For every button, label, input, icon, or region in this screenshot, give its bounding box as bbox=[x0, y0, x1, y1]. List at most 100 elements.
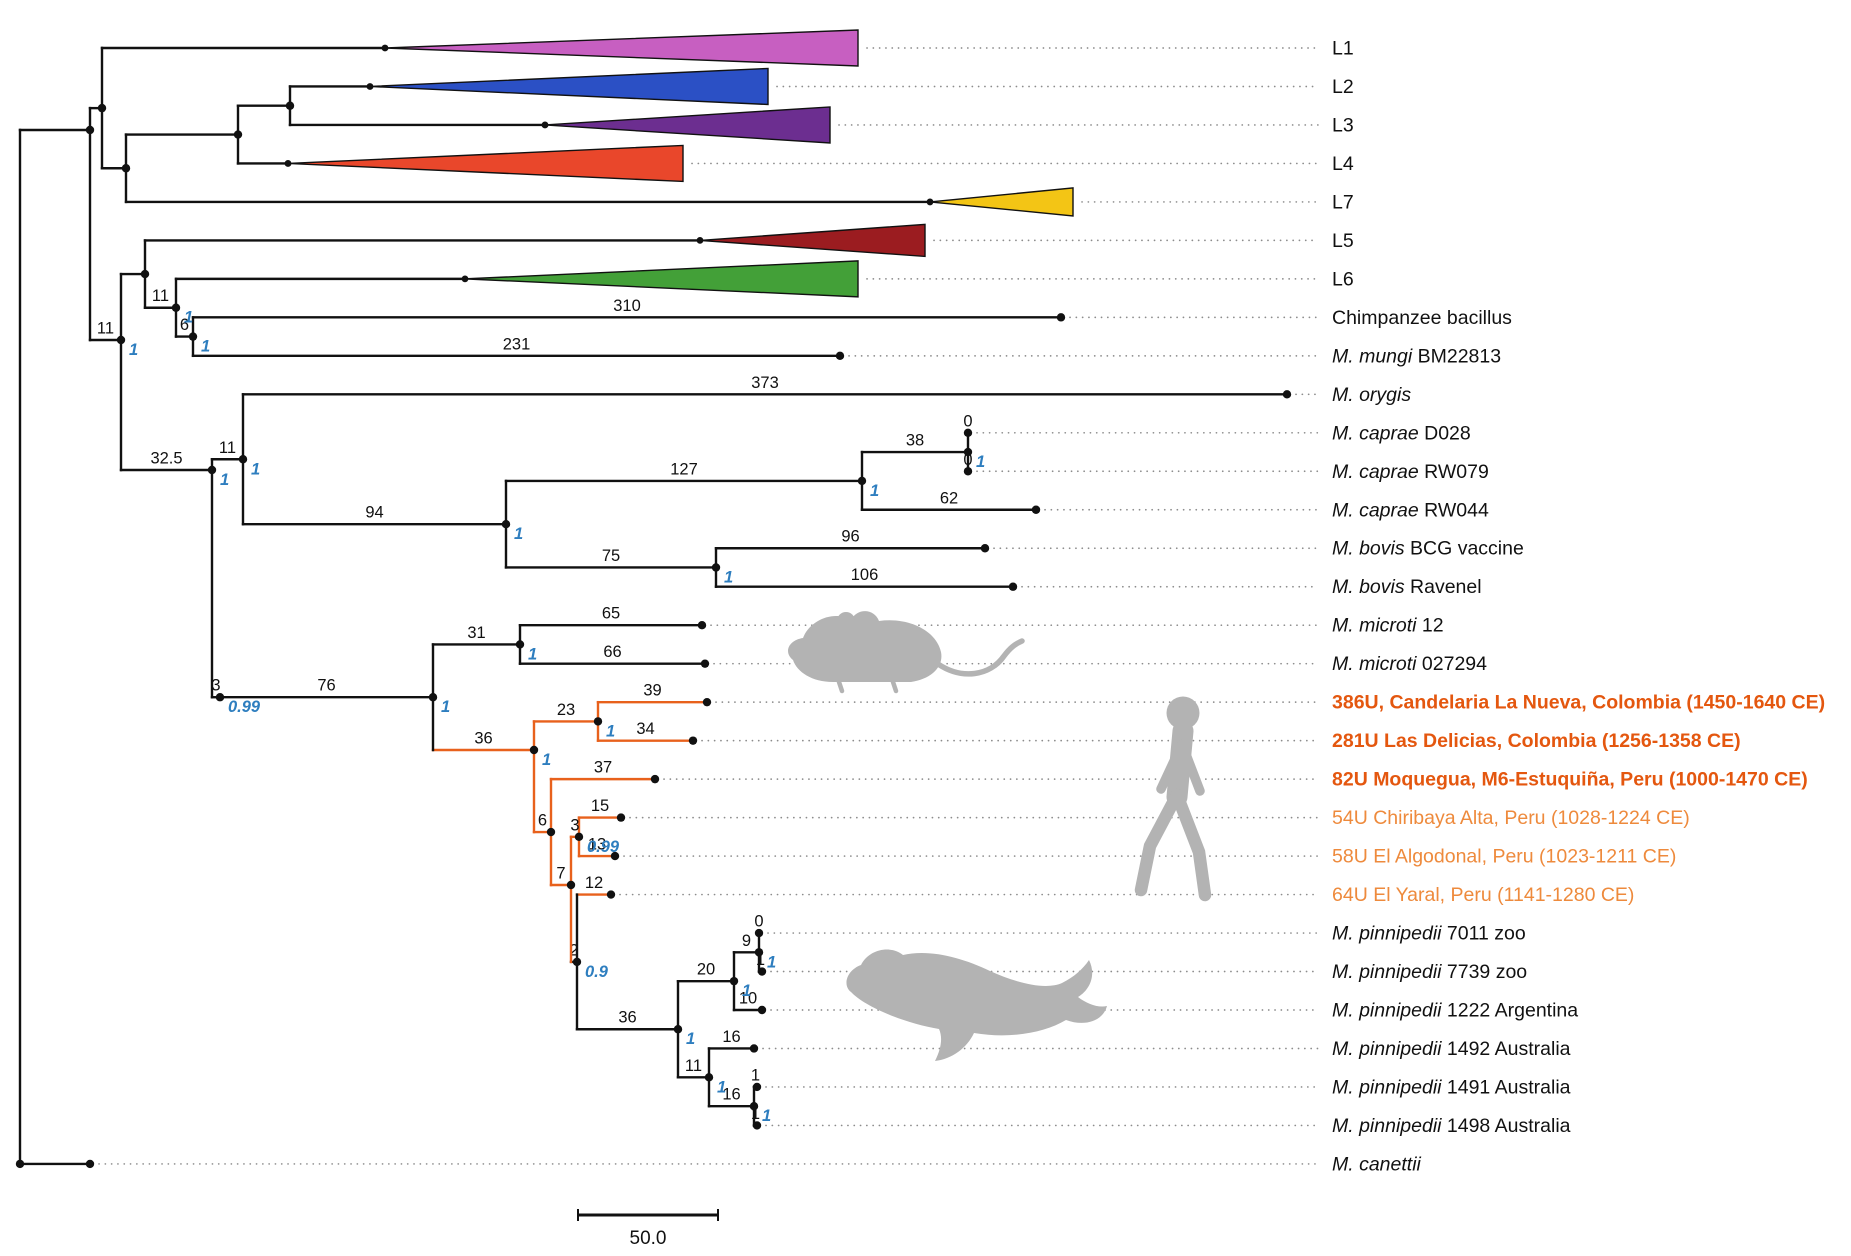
tip-dot bbox=[700, 659, 710, 668]
tip-dot bbox=[610, 851, 620, 861]
mouse-silhouette bbox=[788, 611, 1025, 694]
node-dot bbox=[461, 275, 469, 283]
node-dot bbox=[381, 44, 389, 52]
tip-label: M. pinnipedii 7739 zoo bbox=[1332, 961, 1527, 983]
node-dot bbox=[188, 332, 198, 341]
tip-label: M. caprae RW044 bbox=[1332, 499, 1489, 521]
node-dot bbox=[593, 717, 603, 726]
branch-length: 231 bbox=[503, 335, 531, 353]
tip-label: 58U El Algodonal, Peru (1023-1211 CE) bbox=[1332, 846, 1676, 868]
node-dot bbox=[729, 976, 739, 986]
node-dot bbox=[963, 447, 973, 457]
branch-length: 20 bbox=[697, 961, 715, 979]
node-dot bbox=[546, 827, 556, 837]
tip-label: Chimpanzee bacillus bbox=[1332, 307, 1512, 329]
tip-label: M. pinnipedii 7011 zoo bbox=[1332, 923, 1526, 945]
node-dot bbox=[696, 237, 704, 244]
tip-label: M. orygis bbox=[1332, 384, 1411, 406]
branch-length: 0 bbox=[754, 913, 763, 931]
node-dot bbox=[541, 121, 549, 129]
branch-length: 3 bbox=[570, 816, 579, 834]
node-dot bbox=[284, 160, 292, 167]
node-dot bbox=[711, 563, 721, 572]
tip-dot bbox=[757, 1005, 767, 1015]
support-value: 1 bbox=[767, 953, 776, 971]
tip-label: L3 bbox=[1332, 114, 1354, 136]
tip-dot bbox=[616, 813, 626, 822]
node-dot bbox=[566, 880, 576, 890]
tip-dot bbox=[1008, 582, 1018, 591]
tip-dot bbox=[749, 1044, 759, 1053]
node-dot bbox=[428, 693, 438, 702]
node-dot bbox=[572, 957, 582, 967]
branch-length: 0 bbox=[963, 412, 972, 430]
branch-length: 127 bbox=[670, 460, 698, 478]
support-value: 0.99 bbox=[587, 838, 620, 856]
tip-label: L2 bbox=[1332, 76, 1354, 98]
branch-length: 106 bbox=[851, 566, 879, 584]
node-dot bbox=[529, 745, 539, 755]
branch-length: 62 bbox=[940, 489, 958, 507]
node-dot bbox=[366, 83, 374, 90]
tip-label: L5 bbox=[1332, 230, 1354, 252]
tip-label: 64U El Yaral, Peru (1141-1280 CE) bbox=[1332, 884, 1634, 906]
support-value: 1 bbox=[742, 982, 751, 1000]
node-dot bbox=[233, 130, 243, 139]
tip-dot bbox=[688, 736, 698, 745]
node-dot bbox=[754, 948, 764, 957]
clade-triangle bbox=[369, 67, 769, 106]
tip-label: M. bovis BCG vaccine bbox=[1332, 538, 1524, 560]
tip-label: L6 bbox=[1332, 268, 1354, 290]
branch-length: 6 bbox=[538, 812, 547, 830]
tip-dot bbox=[980, 544, 990, 553]
support-value: 1 bbox=[762, 1107, 771, 1125]
node-dot bbox=[207, 465, 217, 475]
branch-length: 7 bbox=[556, 865, 565, 883]
branch-length: 3 bbox=[211, 677, 220, 695]
branch-length: 66 bbox=[603, 643, 621, 661]
branch-length: 94 bbox=[365, 504, 383, 522]
tip-dot bbox=[1031, 505, 1041, 514]
clade-triangle bbox=[699, 223, 926, 258]
human-silhouette bbox=[1134, 696, 1212, 902]
branch-length: 1 bbox=[751, 1105, 760, 1123]
node-dot bbox=[574, 832, 584, 842]
branch-length: 37 bbox=[594, 759, 612, 777]
clade-triangle bbox=[384, 29, 859, 67]
tip-label: M. canettii bbox=[1332, 1153, 1422, 1175]
branch-length: 11 bbox=[97, 320, 114, 338]
support-value: 1 bbox=[201, 338, 210, 356]
clade-triangle bbox=[544, 106, 831, 144]
tip-label: M. pinnipedii 1222 Argentina bbox=[1332, 1000, 1578, 1022]
tip-label: L4 bbox=[1332, 153, 1354, 175]
node-dot bbox=[215, 693, 225, 702]
support-value: 1 bbox=[129, 341, 138, 359]
tip-label: M. caprae RW079 bbox=[1332, 461, 1489, 483]
tip-label: M. microti 027294 bbox=[1332, 653, 1487, 675]
branch-length: 75 bbox=[602, 547, 620, 565]
tip-dot bbox=[697, 621, 707, 630]
support-value: 1 bbox=[606, 722, 615, 740]
branch-length: 76 bbox=[317, 677, 335, 695]
branch-length: 1 bbox=[751, 1066, 760, 1084]
branch-length: 23 bbox=[557, 701, 575, 719]
node-dot bbox=[238, 455, 248, 464]
support-value: 1 bbox=[724, 568, 733, 586]
tip-label: M. microti 12 bbox=[1332, 615, 1444, 637]
branch-length: 12 bbox=[585, 874, 603, 892]
support-value: 1 bbox=[717, 1078, 726, 1096]
scale-bar: 50.0 bbox=[577, 1209, 719, 1249]
support-value: 1 bbox=[184, 309, 193, 327]
tip-dot bbox=[1282, 390, 1292, 399]
node-dot bbox=[85, 125, 95, 135]
branch-length: 34 bbox=[636, 720, 654, 738]
clade-triangle bbox=[287, 144, 684, 183]
node-dot bbox=[704, 1073, 714, 1082]
node-dot bbox=[116, 335, 126, 345]
node-dot bbox=[501, 519, 511, 529]
branch-length: 32.5 bbox=[150, 450, 182, 468]
branch-length: 10 bbox=[739, 990, 757, 1008]
tip-label: 82U Moquegua, M6-Estuquiña, Peru (1000-1… bbox=[1332, 769, 1808, 791]
tip-dot bbox=[835, 351, 845, 361]
